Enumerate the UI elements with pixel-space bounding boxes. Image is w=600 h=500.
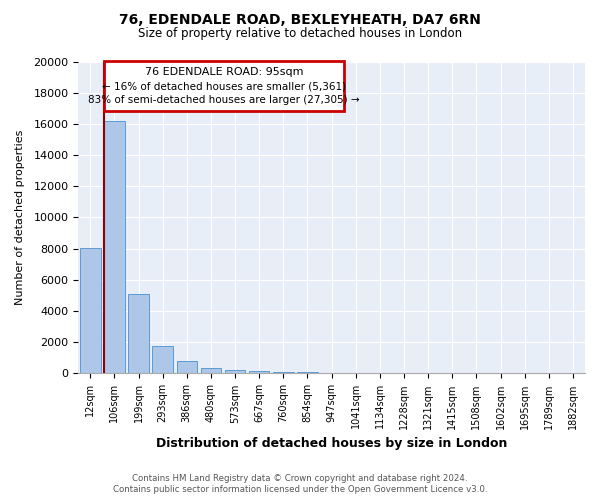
- Bar: [225, 370, 245, 374]
- Text: 76 EDENDALE ROAD: 95sqm: 76 EDENDALE ROAD: 95sqm: [145, 68, 303, 78]
- Bar: [200, 368, 221, 374]
- X-axis label: Distribution of detached houses by size in London: Distribution of detached houses by size …: [156, 437, 507, 450]
- Bar: [80, 248, 101, 374]
- Bar: [273, 372, 293, 374]
- Bar: [176, 361, 197, 374]
- Bar: [128, 294, 149, 374]
- Text: ← 16% of detached houses are smaller (5,361): ← 16% of detached houses are smaller (5,…: [102, 82, 346, 92]
- Text: 76, EDENDALE ROAD, BEXLEYHEATH, DA7 6RN: 76, EDENDALE ROAD, BEXLEYHEATH, DA7 6RN: [119, 12, 481, 26]
- Bar: [249, 372, 269, 374]
- Bar: [104, 62, 344, 112]
- Bar: [152, 346, 173, 374]
- Text: Contains HM Land Registry data © Crown copyright and database right 2024.
Contai: Contains HM Land Registry data © Crown c…: [113, 474, 487, 494]
- Text: Size of property relative to detached houses in London: Size of property relative to detached ho…: [138, 28, 462, 40]
- Y-axis label: Number of detached properties: Number of detached properties: [15, 130, 25, 305]
- Bar: [104, 121, 125, 374]
- Bar: [297, 372, 318, 374]
- Text: 83% of semi-detached houses are larger (27,305) →: 83% of semi-detached houses are larger (…: [88, 96, 360, 106]
